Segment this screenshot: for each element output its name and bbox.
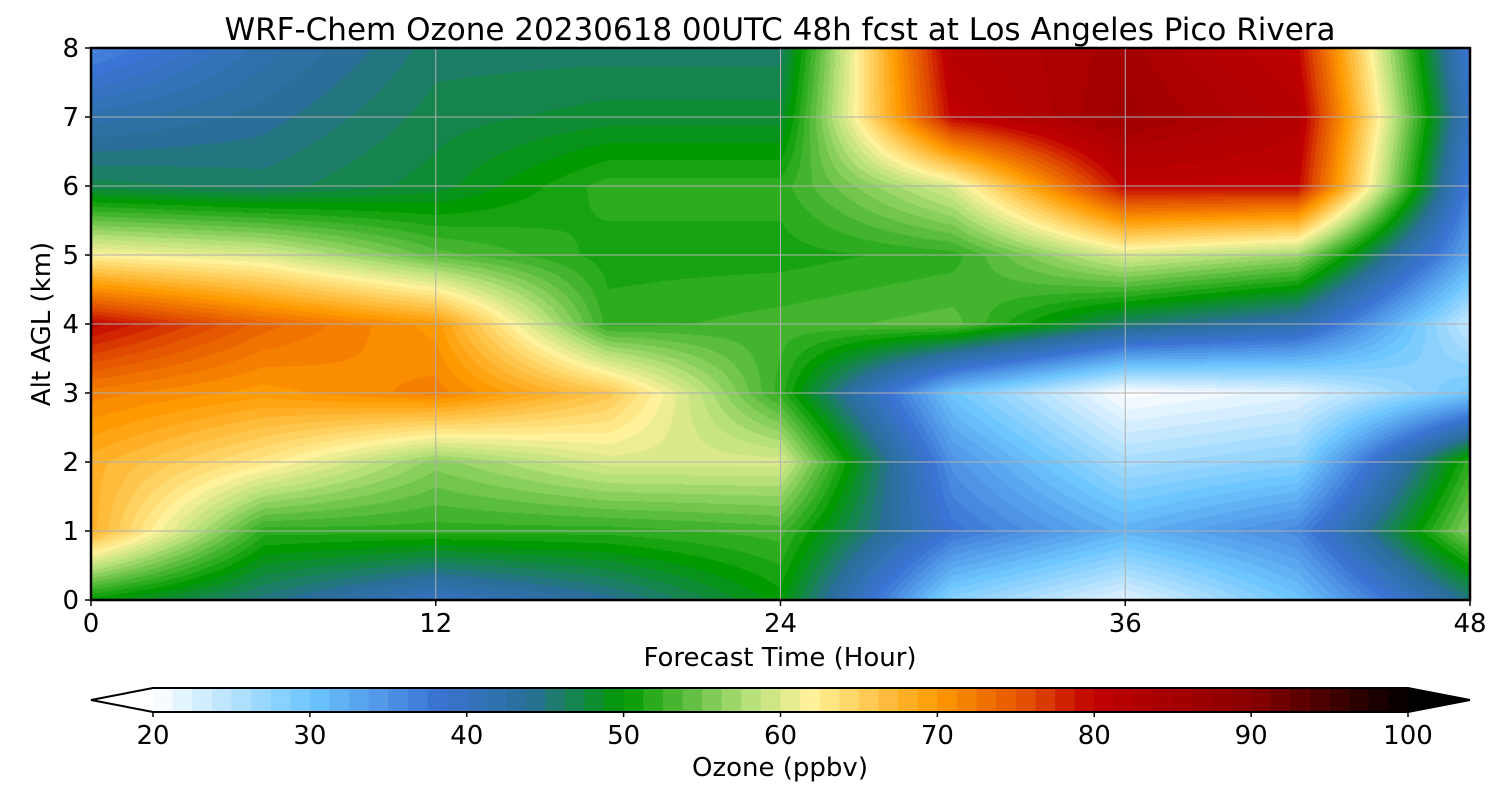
y-tick-label: 2 bbox=[62, 448, 79, 478]
colorbar-segment bbox=[956, 688, 978, 712]
colorbar-segment bbox=[721, 688, 742, 712]
colorbar-segment bbox=[251, 688, 272, 712]
colorbar-segment bbox=[329, 688, 350, 712]
colorbar-tick-label: 40 bbox=[450, 721, 483, 751]
colorbar-segment bbox=[1270, 688, 1291, 712]
colorbar-tick-label: 100 bbox=[1383, 721, 1433, 751]
colorbar-segment bbox=[525, 688, 546, 712]
colorbar-segment bbox=[290, 688, 311, 712]
x-tick-label: 12 bbox=[419, 609, 452, 639]
colorbar-segment bbox=[1388, 688, 1409, 712]
y-tick-label: 6 bbox=[62, 172, 79, 202]
colorbar-segment bbox=[1251, 688, 1272, 712]
colorbar-segment bbox=[427, 688, 448, 712]
colorbar-segment bbox=[937, 688, 958, 712]
colorbar-segment bbox=[1094, 688, 1115, 712]
colorbar-extend-high bbox=[1408, 688, 1470, 712]
chart-title: WRF-Chem Ozone 20230618 00UTC 48h fcst a… bbox=[224, 12, 1335, 48]
x-tick-label: 36 bbox=[1109, 609, 1142, 639]
colorbar-segment bbox=[996, 688, 1017, 712]
colorbar-segment bbox=[407, 688, 429, 712]
x-tick-label: 24 bbox=[764, 609, 797, 639]
colorbar-segment bbox=[309, 688, 331, 712]
y-axis-ticks: 0 1 2 3 4 5 6 7 8 bbox=[62, 34, 91, 616]
colorbar-segment bbox=[1192, 688, 1213, 712]
colorbar-segment bbox=[1015, 688, 1037, 712]
colorbar-segment bbox=[211, 688, 233, 712]
colorbar-segment bbox=[1133, 688, 1154, 712]
colorbar-segment bbox=[270, 688, 291, 712]
colorbar-segment bbox=[643, 688, 664, 712]
colorbar-segment bbox=[976, 688, 997, 712]
x-tick-label: 0 bbox=[83, 609, 100, 639]
colorbar-tick-label: 80 bbox=[1078, 721, 1111, 751]
colorbar-segment bbox=[1211, 688, 1233, 712]
colorbar-segment bbox=[1329, 688, 1350, 712]
colorbar-segment bbox=[505, 688, 527, 712]
x-axis-ticks: 0 12 24 36 48 bbox=[83, 600, 1487, 639]
colorbar-segment bbox=[1368, 688, 1389, 712]
colorbar-segment bbox=[662, 688, 684, 712]
colorbar-segment bbox=[839, 688, 860, 712]
colorbar-segment bbox=[682, 688, 703, 712]
colorbar-segment bbox=[1113, 688, 1135, 712]
colorbar-segment bbox=[584, 688, 605, 712]
colorbar-segment bbox=[172, 688, 193, 712]
colorbar-segment bbox=[1074, 688, 1095, 712]
y-tick-label: 8 bbox=[62, 34, 79, 64]
colorbar-segment bbox=[760, 688, 782, 712]
colorbar-label: Ozone (ppbv) bbox=[692, 753, 868, 783]
colorbar-segment bbox=[702, 688, 723, 712]
colorbar-segment bbox=[153, 688, 174, 712]
x-tick-label: 48 bbox=[1453, 609, 1486, 639]
colorbar-segment bbox=[1349, 688, 1370, 712]
y-tick-label: 0 bbox=[62, 586, 79, 616]
colorbar-tick-label: 60 bbox=[764, 721, 797, 751]
y-tick-label: 3 bbox=[62, 379, 79, 409]
y-tick-label: 7 bbox=[62, 103, 79, 133]
colorbar-tick-label: 50 bbox=[607, 721, 640, 751]
colorbar-segment bbox=[1290, 688, 1311, 712]
colorbar-segment bbox=[858, 688, 880, 712]
colorbar-segment bbox=[819, 688, 840, 712]
colorbar-segment bbox=[604, 688, 625, 712]
colorbar-segment bbox=[192, 688, 213, 712]
colorbar-segment bbox=[800, 688, 821, 712]
colorbar-tick-label: 20 bbox=[136, 721, 169, 751]
y-axis-label: Alt AGL (km) bbox=[27, 242, 57, 406]
colorbar-segment bbox=[388, 688, 409, 712]
colorbar-segment bbox=[447, 688, 468, 712]
colorbar-segment bbox=[780, 688, 801, 712]
colorbar-segment bbox=[349, 688, 370, 712]
colorbar-segment bbox=[1035, 688, 1056, 712]
colorbar-ticks: 20 30 40 50 60 70 80 90 100 bbox=[136, 712, 1433, 751]
y-tick-label: 4 bbox=[62, 310, 79, 340]
colorbar-segment bbox=[486, 688, 507, 712]
y-tick-label: 1 bbox=[62, 517, 79, 547]
colorbar-tick-label: 30 bbox=[293, 721, 326, 751]
colorbar-tick-label: 90 bbox=[1235, 721, 1268, 751]
y-tick-label: 5 bbox=[62, 241, 79, 271]
colorbar-segment bbox=[917, 688, 938, 712]
x-axis-label: Forecast Time (Hour) bbox=[643, 643, 916, 673]
colorbar-tick-label: 70 bbox=[921, 721, 954, 751]
colorbar-segment bbox=[1153, 688, 1174, 712]
colorbar bbox=[90, 687, 1471, 713]
colorbar-segment bbox=[898, 688, 919, 712]
colorbar-segment bbox=[564, 688, 586, 712]
colorbar-segment bbox=[1172, 688, 1193, 712]
colorbar-segment bbox=[466, 688, 487, 712]
colorbar-segment bbox=[741, 688, 762, 712]
colorbar-segment bbox=[1055, 688, 1076, 712]
colorbar-segment bbox=[1231, 688, 1252, 712]
colorbar-segment bbox=[623, 688, 644, 712]
colorbar-segment bbox=[545, 688, 566, 712]
colorbar-segment bbox=[368, 688, 389, 712]
colorbar-extend-low bbox=[91, 688, 153, 712]
colorbar-segment bbox=[878, 688, 899, 712]
colorbar-segment bbox=[1309, 688, 1331, 712]
colorbar-segment bbox=[231, 688, 252, 712]
